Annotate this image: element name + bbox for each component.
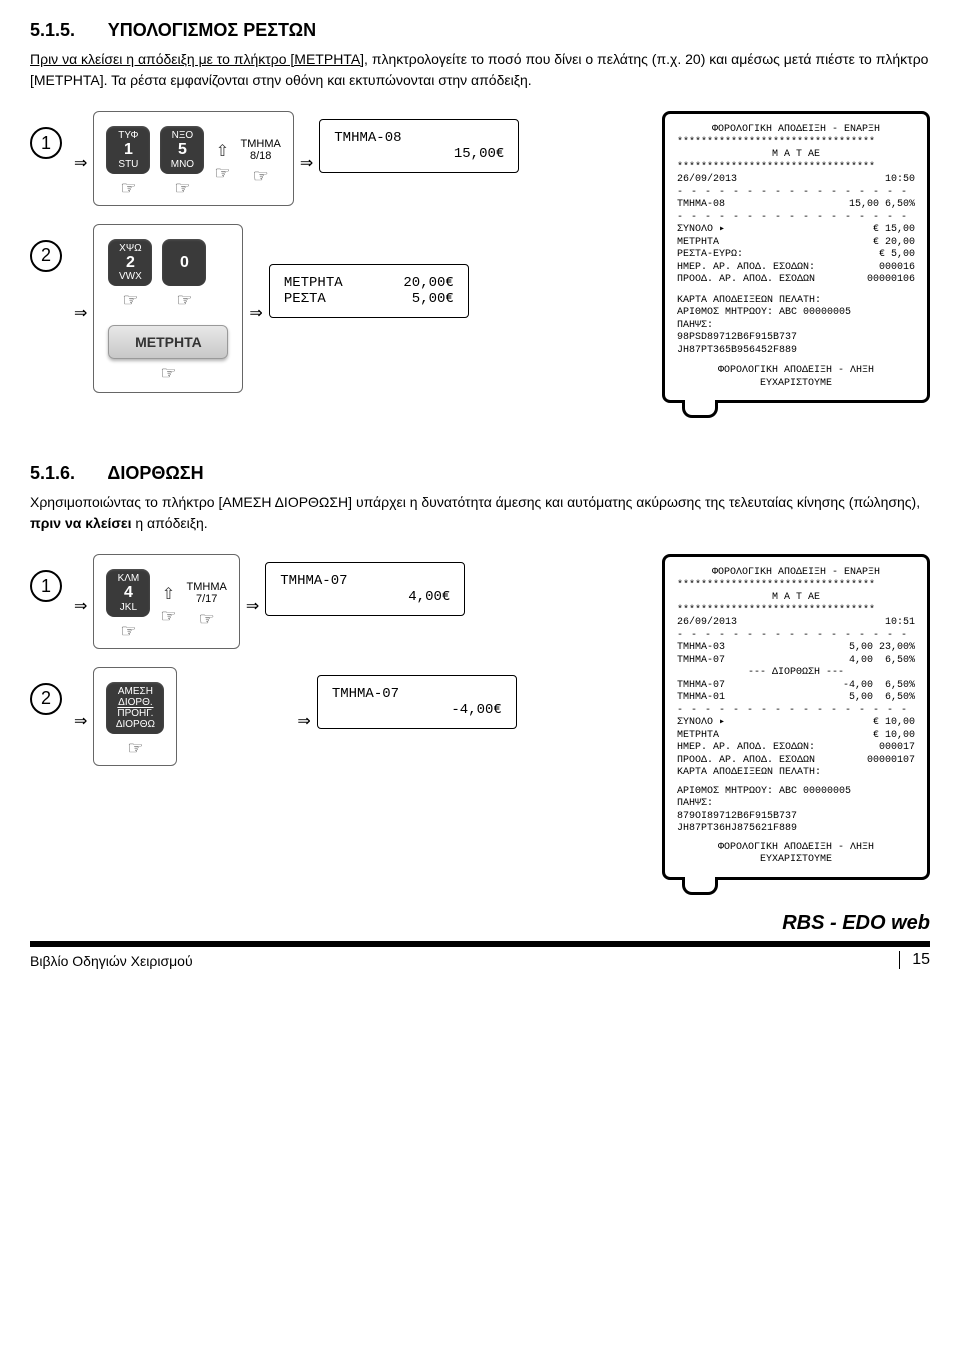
- key-0[interactable]: 0: [162, 239, 206, 287]
- arrow-icon: ⇒: [74, 596, 87, 616]
- arrow-icon: ⇒: [300, 153, 313, 173]
- display-box: ΜΕΤΡΗΤΑ20,00€ ΡΕΣΤΑ5,00€: [269, 264, 469, 318]
- section-heading-515: 5.1.5. ΥΠΟΛΟΓΙΣΜΟΣ ΡΕΣΤΩΝ: [30, 20, 930, 41]
- keys-box: ΤΥΦ 1 STU ☞ ΝΞΟ 5 MNO ☞ ⇧ ☞ ΤΜ: [93, 111, 293, 206]
- arrow-icon: ⇒: [246, 596, 259, 616]
- key-metrita[interactable]: ΜΕΤΡΗΤΑ: [108, 325, 228, 359]
- step-number: 1: [30, 127, 62, 159]
- section-heading-516: 5.1.6. ΔΙΟΡΘΩΣΗ: [30, 463, 930, 484]
- hand-icon: ☞: [120, 178, 136, 199]
- hand-icon: ☞: [160, 606, 176, 627]
- keys-box: ΑΜΕΣΗ ΔΙΟΡΘ. ΠΡΟΗΓ. ΔΙΟΡΘΩ ☞: [93, 667, 177, 766]
- section-title: ΔΙΟΡΘΩΣΗ: [107, 463, 203, 483]
- arrow-icon: ⇒: [297, 711, 310, 731]
- key-2[interactable]: ΧΨΩ 2 VWX: [108, 239, 152, 287]
- intro-516: Χρησιμοποιώντας το πλήκτρο [ΑΜΕΣΗ ΔΙΟΡΘΩ…: [30, 492, 930, 534]
- up-arrow-icon: ⇧: [162, 584, 175, 604]
- arrow-icon: ⇒: [74, 711, 87, 731]
- display-box: ΤΜΗΜΑ-07 4,00€: [265, 562, 465, 616]
- arrow-icon: ⇒: [74, 303, 87, 323]
- key-amesi[interactable]: ΑΜΕΣΗ ΔΙΟΡΘ. ΠΡΟΗΓ. ΔΙΟΡΘΩ: [106, 682, 164, 734]
- section-number: 5.1.6.: [30, 463, 75, 483]
- dept-label: ΤΜΗΜΑ 7/17: [187, 581, 227, 605]
- receipt-1: ΦΟΡΟΛΟΓΙΚΗ ΑΠΟΔΕΙΞΗ - ΕΝΑΡΞΗ ***********…: [662, 111, 930, 421]
- hand-icon: ☞: [214, 163, 230, 184]
- display-box: ΤΜΗΜΑ-07 -4,00€: [317, 675, 517, 729]
- step-number: 2: [30, 683, 62, 715]
- receipt-tail: [682, 877, 718, 895]
- hand-icon: ☞: [176, 290, 192, 311]
- step-number: 2: [30, 240, 62, 272]
- keys-box: ΚΛΜ 4 JKL ☞ ⇧ ☞ ΤΜΗΜΑ 7/17 ☞: [93, 554, 239, 649]
- hand-icon: ☞: [253, 166, 269, 187]
- key-1[interactable]: ΤΥΦ 1 STU: [106, 126, 150, 174]
- keys-box: ΧΨΩ 2 VWX ☞ 0 ☞ ΜΕΤΡΗΤΑ ☞: [93, 224, 243, 394]
- key-4[interactable]: ΚΛΜ 4 JKL: [106, 569, 150, 617]
- intro-515: Πριν να κλείσει η απόδειξη με το πλήκτρο…: [30, 49, 930, 91]
- dept-label: ΤΜΗΜΑ 8/18: [241, 138, 281, 162]
- key-5[interactable]: ΝΞΟ 5 MNO: [160, 126, 204, 174]
- hand-icon: ☞: [199, 609, 215, 630]
- steps-516: 1 ⇒ ΚΛΜ 4 JKL ☞ ⇧ ☞ ΤΜΗΜΑ 7/17 ☞: [30, 554, 930, 766]
- steps-515: 1 ⇒ ΤΥΦ 1 STU ☞ ΝΞΟ 5 MNO ☞ ⇧: [30, 111, 930, 393]
- section-number: 5.1.5.: [30, 20, 75, 40]
- display-box: ΤΜΗΜΑ-08 15,00€: [319, 119, 519, 173]
- hand-icon: ☞: [122, 290, 138, 311]
- up-arrow-icon: ⇧: [216, 141, 229, 161]
- footer-left: Βιβλίο Οδηγιών Χειρισμού: [30, 953, 193, 969]
- step-number: 1: [30, 570, 62, 602]
- hand-icon: ☞: [160, 363, 176, 384]
- receipt-2: ΦΟΡΟΛΟΓΙΚΗ ΑΠΟΔΕΙΞΗ - ΕΝΑΡΞΗ ***********…: [662, 554, 930, 898]
- section-title: ΥΠΟΛΟΓΙΣΜΟΣ ΡΕΣΤΩΝ: [108, 20, 316, 40]
- receipt-tail: [682, 400, 718, 418]
- hand-icon: ☞: [120, 621, 136, 642]
- page-number: 15: [899, 951, 930, 969]
- hand-icon: ☞: [174, 178, 190, 199]
- arrow-icon: ⇒: [249, 303, 262, 323]
- arrow-icon: ⇒: [74, 153, 87, 173]
- hand-icon: ☞: [127, 738, 143, 759]
